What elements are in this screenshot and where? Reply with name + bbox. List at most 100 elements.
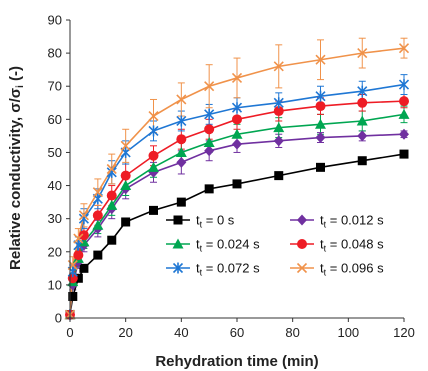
legend-item: tt = 0 s [166,213,235,230]
data-point [78,210,89,221]
data-point [78,230,89,241]
data-point [357,97,368,108]
data-point [315,90,326,102]
legend-marker [172,238,184,249]
data-point [315,101,326,112]
x-tick-label: 80 [285,325,299,340]
data-point [398,43,410,54]
data-point [398,108,410,119]
legend-label-prefix: t [196,213,200,228]
data-point [357,156,367,166]
legend-marker [172,262,184,274]
legend-label-prefix: t [320,237,324,252]
data-point [73,273,83,283]
legend-item: tt = 0.024 s [166,237,260,254]
data-point [204,184,214,194]
data-point [93,250,103,260]
data-point [399,149,409,159]
legend-label: tt = 0.096 s [320,261,384,278]
data-point [232,114,242,125]
legend-item: tt = 0.012 s [290,213,384,230]
legend-item: tt = 0.072 s [166,261,260,278]
data-point [203,137,215,148]
data-point [357,48,368,59]
data-point [92,219,104,230]
legend-label-value: = 0 s [202,213,235,228]
legend-marker [173,215,183,225]
legend-label: tt = 0.012 s [320,213,384,230]
x-tick-label: 40 [174,325,188,340]
y-tick-label: 40 [48,178,62,193]
data-point [176,94,187,105]
data-point [315,54,326,65]
y-tick-label: 90 [48,13,62,28]
data-point [121,217,131,227]
legend-label-sub: t [200,220,203,230]
data-point [120,180,132,191]
data-point [357,130,368,142]
legend-label-value: = 0.048 s [326,237,384,252]
y-tick-label: 30 [48,211,62,226]
legend-label-value: = 0.024 s [202,237,260,252]
legend-label-sub: t [200,268,203,278]
data-point [175,146,187,157]
y-axis-title-tail: (-) [7,66,24,85]
data-point [92,210,103,221]
data-point [106,190,117,201]
data-point [399,128,409,140]
legend-label-prefix: t [320,213,324,228]
data-point [273,106,284,117]
legend-label: tt = 0.024 s [196,237,260,254]
data-point [79,263,89,273]
data-point [148,161,159,172]
data-point [315,118,326,129]
y-tick-label: 50 [48,145,62,160]
data-point [176,197,186,207]
data-point [120,140,131,151]
data-point [316,162,325,172]
x-tick-label: 120 [393,325,415,340]
data-point [232,138,242,150]
legend: tt = 0 s tt = 0.012 stt = 0.024 s tt = 0.0… [166,213,384,278]
data-point [273,135,284,147]
legend-label-prefix: t [196,261,200,276]
data-markers [64,43,410,321]
data-point [398,79,410,91]
legend-label: tt = 0.072 s [196,261,260,278]
x-tick-label: 60 [230,325,244,340]
legend-label-sub: t [324,220,327,230]
y-tick-label: 20 [48,244,62,259]
series-line [69,153,405,315]
data-point [107,235,117,245]
legend-label-value: = 0.096 s [326,261,384,276]
data-point [149,205,158,215]
data-point [106,199,118,210]
y-tick-label: 70 [48,79,62,94]
data-point [231,72,243,84]
y-axis-title-sub: i [15,85,26,88]
x-tick-label: 0 [66,325,73,340]
y-tick-label: 60 [48,112,62,127]
data-point [106,163,117,175]
data-point [148,150,159,161]
x-tick-label: 100 [337,325,359,340]
data-point [204,108,215,120]
legend-item: tt = 0.048 s [290,237,384,254]
y-tick-label: 10 [48,277,62,292]
data-point [176,134,187,145]
legend-label: tt = 0 s [196,213,235,230]
ticks: 0 10 20 30 40 50 60 70 80 90 0 20 40 60 80 100 120 [48,13,415,341]
x-axis-title: Rehydration time (min) [155,353,318,370]
legend-label-sub: t [324,244,327,254]
legend-item: tt = 0.096 s [290,261,384,278]
legend-label-prefix: t [320,261,324,276]
legend-marker [296,262,308,274]
data-point [357,85,368,97]
legend-label-value: = 0.012 s [326,213,384,228]
data-point [356,115,368,126]
data-point [232,179,242,189]
x-tick-label: 20 [118,325,132,340]
legend-label-sub: t [200,244,203,254]
y-axis-title-main: Relative conductivity, σ/σ [7,88,24,270]
